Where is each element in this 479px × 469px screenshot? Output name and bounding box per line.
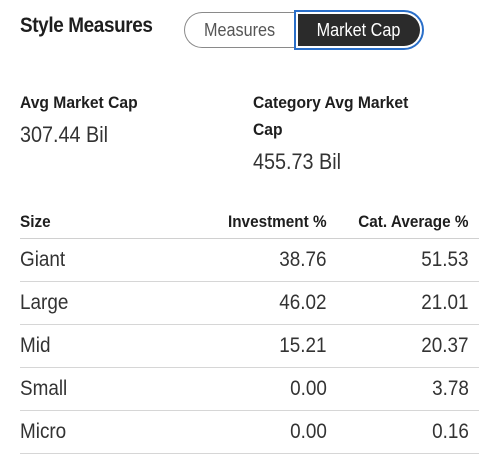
market-cap-tab-button[interactable]: Market Cap [298, 14, 420, 46]
table-row: Large 46.02 21.01 [20, 282, 479, 325]
table-row: Small 0.00 3.78 [20, 368, 479, 411]
row-investment: 38.76 [279, 248, 327, 271]
category-avg-market-cap-label: Category Avg Market Cap [253, 89, 408, 143]
row-investment: 15.21 [279, 334, 327, 357]
header-investment: Investment % [228, 211, 327, 231]
market-cap-tab-label: Market Cap [317, 19, 401, 40]
header-size: Size [20, 211, 51, 231]
row-size: Mid [20, 334, 51, 357]
market-cap-focus-ring: Market Cap [294, 10, 424, 50]
row-investment: 0.00 [290, 377, 327, 400]
table-row: Mid 15.21 20.37 [20, 325, 479, 368]
row-investment: 0.00 [290, 420, 327, 443]
row-cat-average: 20.37 [421, 334, 469, 357]
row-cat-average: 21.01 [421, 291, 469, 314]
measures-tab-label: Measures [203, 19, 276, 40]
header-cat-average: Cat. Average % [358, 211, 469, 231]
row-investment: 46.02 [279, 291, 327, 314]
table-row: Giant 38.76 51.53 [20, 239, 479, 282]
category-avg-label-line1: Category Avg Market [253, 93, 409, 112]
row-cat-average: 3.78 [432, 377, 469, 400]
row-size: Giant [20, 248, 66, 271]
row-size: Small [20, 377, 68, 400]
view-toggle: Measures Market Cap [184, 10, 424, 50]
row-cat-average: 51.53 [421, 248, 469, 271]
avg-market-cap-value: 307.44 Bil [20, 122, 109, 147]
category-avg-label-line2: Cap [253, 120, 283, 139]
section-title: Style Measures [20, 14, 153, 37]
row-size: Large [20, 291, 69, 314]
measures-tab-button[interactable]: Measures [184, 12, 294, 48]
market-cap-table: Size Investment % Cat. Average % Giant 3… [20, 205, 479, 454]
table-header-row: Size Investment % Cat. Average % [20, 205, 479, 239]
category-avg-market-cap-value: 455.73 Bil [253, 149, 342, 174]
avg-market-cap-label: Avg Market Cap [20, 93, 138, 112]
table-row: Micro 0.00 0.16 [20, 411, 479, 454]
row-cat-average: 0.16 [432, 420, 469, 443]
row-size: Micro [20, 420, 67, 443]
